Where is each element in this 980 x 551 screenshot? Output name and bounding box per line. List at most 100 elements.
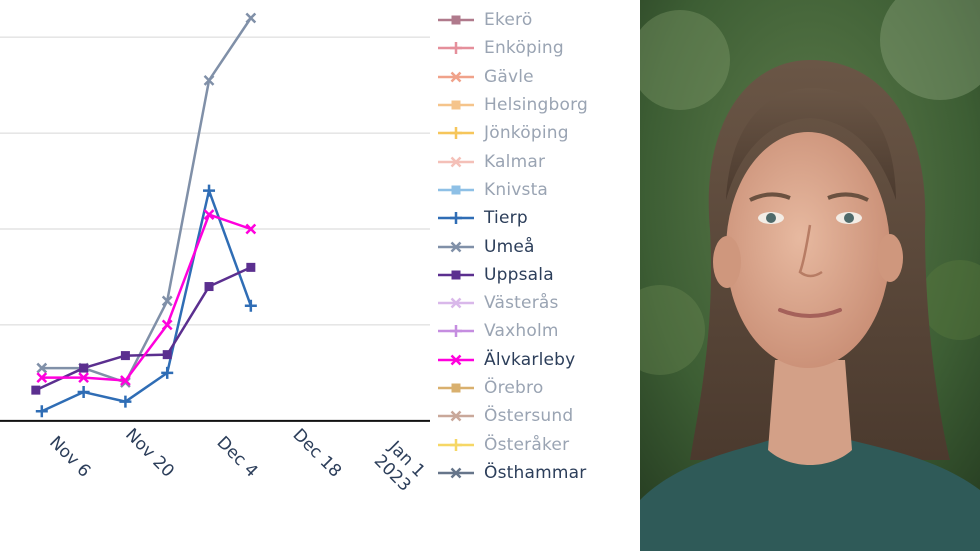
data-point (450, 325, 462, 338)
series-line (41, 17, 252, 384)
data-point (450, 156, 462, 168)
legend-label: Örebro (484, 378, 544, 398)
legend-item-enköping[interactable]: Enköping (436, 34, 636, 62)
data-point (161, 366, 174, 379)
x-tick-label: Dec 18 (289, 425, 346, 482)
legend-item-knivsta[interactable]: Knivsta (436, 176, 636, 204)
data-point (450, 127, 462, 140)
data-point (203, 209, 215, 220)
grid-layer (0, 36, 430, 326)
legend-label: Ekerö (484, 10, 533, 31)
legend-swatch (438, 325, 474, 338)
data-point (450, 354, 462, 366)
data-point (450, 438, 462, 451)
x-tick-label: Nov 20 (121, 425, 178, 482)
x-tick-label: Dec 4 (213, 433, 262, 482)
legend-label: Gävle (484, 66, 534, 87)
portrait-photo (640, 0, 980, 551)
data-point (244, 299, 257, 312)
data-point (451, 383, 461, 393)
legend-item-östersund[interactable]: Östersund (436, 402, 636, 430)
data-point (119, 395, 132, 408)
data-point (161, 319, 173, 331)
legend-swatch (438, 100, 474, 110)
tick-text: Nov 20 (121, 425, 178, 482)
portrait-image (640, 0, 980, 551)
data-point (79, 363, 89, 373)
data-point (36, 372, 48, 384)
data-point (162, 350, 172, 360)
data-point (120, 351, 130, 361)
data-point (78, 372, 89, 384)
legend-label: Uppsala (484, 264, 554, 285)
legend-label: Östhammar (484, 462, 587, 483)
legend-item-östhammar[interactable]: Östhammar (436, 459, 636, 487)
legend-item-älvkarleby[interactable]: Älvkarleby (436, 346, 636, 374)
legend-label: Älvkarleby (484, 349, 576, 370)
data-point (120, 375, 131, 386)
legend-item-vaxholm[interactable]: Vaxholm (436, 317, 636, 345)
data-point (451, 185, 461, 195)
data-point (450, 467, 462, 479)
legend-swatch (438, 185, 474, 195)
legend-label: Västerås (484, 293, 559, 314)
series-tierp (35, 184, 257, 418)
tick-text: Nov 6 (45, 432, 94, 481)
legend-label: Enköping (484, 38, 564, 59)
data-point (450, 297, 462, 309)
legend-item-umeå[interactable]: Umeå (436, 232, 636, 260)
data-point (77, 386, 90, 399)
legend-swatch (438, 42, 474, 55)
data-point (35, 405, 48, 418)
legend-swatch (438, 354, 474, 366)
legend-swatch (438, 410, 474, 422)
legend-label: Tierp (484, 208, 528, 229)
series-uppsala (31, 262, 256, 395)
legend-item-österåker[interactable]: Österåker (436, 430, 636, 458)
data-point (450, 410, 462, 422)
legend-swatch (438, 270, 474, 280)
series-älvkarleby (36, 209, 257, 386)
face (726, 132, 890, 368)
data-point (450, 212, 462, 225)
data-point (451, 100, 461, 110)
chart-panel: Nov 6 Nov 20 Dec 4 Dec 18 Jan 1 2023 Ekerö Enk… (0, 6, 636, 496)
data-point (450, 71, 462, 83)
legend-item-örebro[interactable]: Örebro (436, 374, 636, 402)
data-point (450, 42, 462, 55)
legend-swatch (438, 15, 474, 25)
legend: Ekerö Enköping Gävle Helsingborg Jönköping Ka… (436, 6, 636, 487)
legend-swatch (438, 467, 474, 479)
series-layer (31, 12, 257, 418)
legend-item-gävle[interactable]: Gävle (436, 63, 636, 91)
legend-item-helsingborg[interactable]: Helsingborg (436, 91, 636, 119)
legend-swatch (438, 297, 474, 309)
legend-label: Kalmar (484, 151, 546, 172)
data-point (245, 12, 257, 24)
data-point (245, 223, 257, 235)
series-line (41, 189, 253, 413)
data-point (203, 74, 215, 86)
data-point (203, 184, 216, 197)
series-line (35, 266, 252, 392)
legend-label: Östersund (484, 406, 574, 427)
x-tick-label: Nov 6 (45, 432, 94, 481)
legend-item-uppsala[interactable]: Uppsala (436, 261, 636, 289)
legend-item-kalmar[interactable]: Kalmar (436, 147, 636, 175)
legend-item-ekerö[interactable]: Ekerö (436, 6, 636, 34)
legend-item-tierp[interactable]: Tierp (436, 204, 636, 232)
legend-label: Österåker (484, 434, 570, 455)
data-point (451, 270, 461, 280)
legend-label: Helsingborg (484, 95, 588, 116)
legend-label: Jönköping (484, 123, 569, 144)
legend-swatch (438, 241, 474, 252)
legend-item-jönköping[interactable]: Jönköping (436, 119, 636, 147)
series-umeå (36, 12, 257, 388)
legend-label: Vaxholm (484, 321, 559, 342)
tick-text: Dec 18 (289, 425, 346, 482)
legend-item-västerås[interactable]: Västerås (436, 289, 636, 317)
legend-swatch (438, 212, 474, 225)
